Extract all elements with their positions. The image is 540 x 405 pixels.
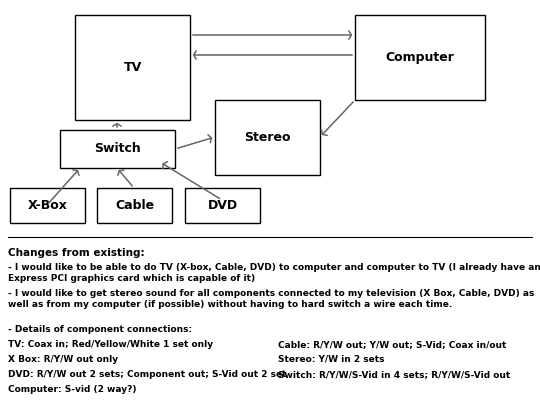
Text: Computer: S-vid (2 way?): Computer: S-vid (2 way?) (8, 385, 137, 394)
Text: Stereo: Y/W in 2 sets: Stereo: Y/W in 2 sets (278, 355, 384, 364)
Text: X Box: R/Y/W out only: X Box: R/Y/W out only (8, 355, 118, 364)
Bar (355, 15, 485, 100)
Text: DVD: DVD (207, 199, 238, 212)
Text: Cable: Cable (115, 199, 154, 212)
Text: Changes from existing:: Changes from existing: (8, 248, 145, 258)
Text: - Details of component connections:: - Details of component connections: (8, 325, 192, 334)
Text: Switch: Switch (94, 143, 141, 156)
Text: Switch: R/Y/W/S-Vid in 4 sets; R/Y/W/S-Vid out: Switch: R/Y/W/S-Vid in 4 sets; R/Y/W/S-V… (278, 370, 510, 379)
Text: Stereo: Stereo (244, 131, 291, 144)
Text: - I would like to be able to do TV (X-box, Cable, DVD) to computer and computer : - I would like to be able to do TV (X-bo… (8, 263, 540, 272)
Bar (97, 188, 172, 223)
Bar (75, 15, 190, 120)
Bar (60, 130, 175, 168)
Text: - I would like to get stereo sound for all components connected to my television: - I would like to get stereo sound for a… (8, 289, 535, 298)
Bar (10, 188, 85, 223)
Text: DVD: R/Y/W out 2 sets; Component out; S-Vid out 2 set: DVD: R/Y/W out 2 sets; Component out; S-… (8, 370, 287, 379)
Text: TV: TV (123, 61, 141, 74)
Text: Cable: R/Y/W out; Y/W out; S-Vid; Coax in/out: Cable: R/Y/W out; Y/W out; S-Vid; Coax i… (278, 340, 507, 349)
Text: X-Box: X-Box (28, 199, 68, 212)
Text: TV: Coax in; Red/Yellow/White 1 set only: TV: Coax in; Red/Yellow/White 1 set only (8, 340, 213, 349)
Bar (185, 188, 260, 223)
Text: Computer: Computer (386, 51, 455, 64)
Text: Express PCI graphics card which is capable of it): Express PCI graphics card which is capab… (8, 274, 255, 283)
Text: well as from my computer (if possible) without having to hard switch a wire each: well as from my computer (if possible) w… (8, 300, 453, 309)
Bar (215, 100, 320, 175)
